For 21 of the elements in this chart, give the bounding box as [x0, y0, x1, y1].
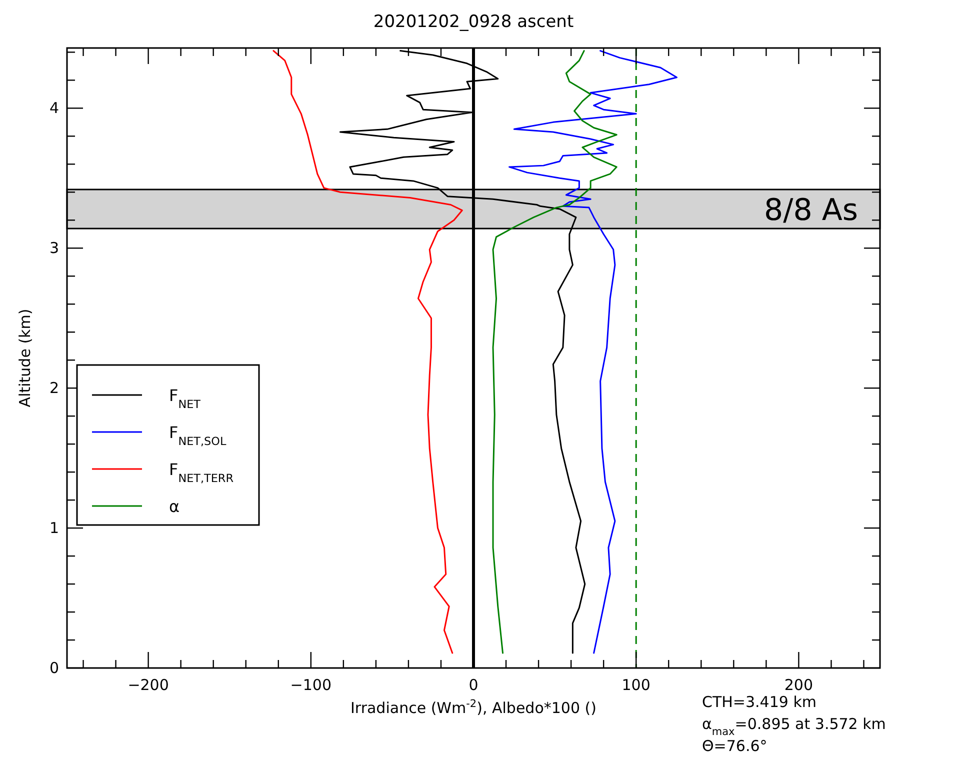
y-tick-label: 1	[49, 519, 59, 538]
x-axis-title: Irradiance (Wm$^{-2}$), Albedo*100 ()	[350, 698, 596, 717]
y-tick-label: 3	[49, 239, 59, 258]
legend-label: F$_{NET,TERR}$	[169, 460, 234, 484]
band-label: 8/8 As	[764, 193, 858, 228]
y-tick-label: 2	[49, 379, 59, 398]
text: Θ=76.6°	[702, 737, 768, 755]
legend-label: F$_{NET,SOL}$	[169, 423, 227, 448]
chart-title: 20201202_0928 ascent	[373, 12, 574, 32]
x-tick-label: 200	[784, 676, 814, 694]
legend-label: F$_{NET}$	[169, 386, 201, 410]
y-tick-label: 4	[49, 99, 59, 118]
x-tick-label: 100	[622, 676, 650, 694]
text: CTH=3.419 km	[702, 693, 816, 711]
x-tick-label: −100	[290, 676, 332, 694]
y-axis-title: Altitude (km)	[16, 308, 34, 408]
y-tick-label: 0	[49, 659, 59, 677]
text: α$_{max}$=0.895 at 3.572 km	[702, 715, 886, 738]
x-tick-label: 0	[468, 676, 478, 694]
x-tick-label: −200	[128, 676, 169, 694]
legend-label: α	[169, 497, 180, 516]
